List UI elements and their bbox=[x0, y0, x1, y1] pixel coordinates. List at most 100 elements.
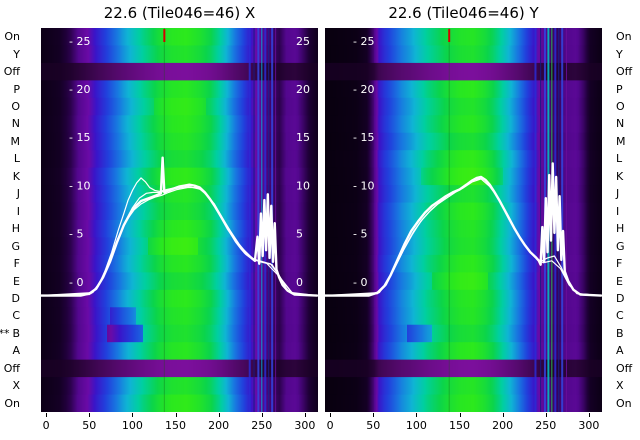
row-label: N bbox=[612, 115, 640, 132]
row-label-text: On bbox=[4, 30, 20, 44]
row-label-text: G bbox=[616, 239, 625, 253]
x-axis-tick bbox=[373, 413, 375, 417]
row-label-text: J bbox=[616, 187, 620, 201]
row-label: H bbox=[0, 220, 38, 237]
row-label-text: On bbox=[616, 30, 632, 44]
heatmap-canvas-right bbox=[325, 28, 602, 412]
row-label: I bbox=[0, 203, 38, 220]
row-label: M bbox=[612, 133, 640, 150]
x-axis-tick bbox=[46, 413, 48, 417]
row-label: G bbox=[0, 237, 38, 254]
x-axis-tick bbox=[502, 413, 504, 417]
row-marker: ** bbox=[0, 326, 10, 340]
row-label-text: N bbox=[616, 117, 625, 131]
row-label-text: G bbox=[11, 239, 20, 253]
row-label: Off bbox=[0, 360, 38, 377]
x-axis-tick-label: 300 bbox=[294, 419, 316, 432]
row-label-text: N bbox=[11, 117, 20, 131]
row-label: E bbox=[0, 272, 38, 289]
x-axis-tick bbox=[545, 413, 547, 417]
row-label: L bbox=[0, 150, 38, 167]
x-axis-tick-label: 250 bbox=[535, 419, 557, 432]
row-label-text: Y bbox=[13, 47, 20, 61]
row-label: N bbox=[0, 115, 38, 132]
x-axis-tick-label: 200 bbox=[492, 419, 514, 432]
row-label-text: L bbox=[13, 152, 20, 166]
row-label-text: F bbox=[13, 257, 20, 271]
row-label: On bbox=[0, 28, 38, 45]
x-axis-tick bbox=[261, 413, 263, 417]
row-label: **B bbox=[0, 325, 38, 342]
row-label-text: M bbox=[10, 134, 21, 148]
row-label: D bbox=[612, 290, 640, 307]
x-axis-tick-label: 150 bbox=[449, 419, 471, 432]
x-axis-tick bbox=[330, 413, 332, 417]
row-label: A bbox=[612, 342, 640, 359]
row-label-text: K bbox=[616, 169, 624, 183]
row-label-text: H bbox=[616, 222, 625, 236]
row-label-text: C bbox=[12, 309, 20, 323]
row-label-text: I bbox=[16, 204, 20, 218]
row-label: F bbox=[0, 255, 38, 272]
x-axis-tick bbox=[218, 413, 220, 417]
row-label: X bbox=[612, 377, 640, 394]
x-axis-tick-label: 100 bbox=[405, 419, 427, 432]
left-panel-title: 22.6 (Tile046=46) X bbox=[103, 4, 256, 22]
x-axis-tick-label: 50 bbox=[82, 419, 97, 432]
row-label: O bbox=[0, 98, 38, 115]
row-label: J bbox=[0, 185, 38, 202]
x-axis-tick-label: 0 bbox=[42, 419, 50, 432]
row-label-text: L bbox=[616, 152, 623, 166]
x-axis-tick bbox=[89, 413, 91, 417]
x-axis-tick bbox=[459, 413, 461, 417]
x-axis-tick-label: 150 bbox=[165, 419, 187, 432]
row-label-text: M bbox=[616, 134, 626, 148]
row-label-text: H bbox=[11, 222, 20, 236]
heatmap-canvas-left bbox=[41, 28, 318, 412]
row-label: Off bbox=[612, 360, 640, 377]
row-label-text: A bbox=[12, 344, 20, 358]
right-panel-title: 22.6 (Tile046=46) Y bbox=[388, 4, 539, 22]
row-label-text: A bbox=[616, 344, 624, 358]
row-label-text: B bbox=[12, 326, 20, 340]
x-axis-tick bbox=[588, 413, 590, 417]
right-heatmap-panel bbox=[325, 28, 602, 412]
row-label: C bbox=[612, 307, 640, 324]
row-label-text: O bbox=[11, 100, 20, 114]
row-label-text: E bbox=[616, 274, 623, 288]
row-label-text: X bbox=[616, 379, 624, 393]
x-axis-tick-label: 0 bbox=[326, 419, 334, 432]
row-label-text: Off bbox=[616, 361, 633, 375]
row-label-text: D bbox=[616, 292, 625, 306]
row-label: C bbox=[0, 307, 38, 324]
row-label: X bbox=[0, 377, 38, 394]
row-label: On bbox=[612, 395, 640, 412]
row-label-text: I bbox=[616, 204, 620, 218]
row-label-text: B bbox=[616, 326, 624, 340]
x-axis-tick-label: 200 bbox=[208, 419, 230, 432]
row-label: H bbox=[612, 220, 640, 237]
row-label: Off bbox=[612, 63, 640, 80]
row-label-text: C bbox=[616, 309, 624, 323]
row-label-text: K bbox=[12, 169, 20, 183]
x-axis-tick bbox=[416, 413, 418, 417]
row-label: G bbox=[612, 237, 640, 254]
row-label: O bbox=[612, 98, 640, 115]
row-label-text: F bbox=[616, 257, 623, 271]
row-label: E bbox=[612, 272, 640, 289]
row-label: K bbox=[612, 168, 640, 185]
row-label: B bbox=[612, 325, 640, 342]
row-label: P bbox=[0, 80, 38, 97]
row-label-text: D bbox=[11, 292, 20, 306]
row-label: Off bbox=[0, 63, 38, 80]
row-label: L bbox=[612, 150, 640, 167]
row-label-text: Off bbox=[3, 361, 20, 375]
row-label-text: On bbox=[616, 396, 632, 410]
row-label-text: O bbox=[616, 100, 625, 114]
row-label: F bbox=[612, 255, 640, 272]
row-label-text: P bbox=[13, 82, 20, 96]
row-label: K bbox=[0, 168, 38, 185]
row-labels-right: On Y Off P O N M L K J I H G F E D C B A Off X On bbox=[612, 28, 640, 412]
